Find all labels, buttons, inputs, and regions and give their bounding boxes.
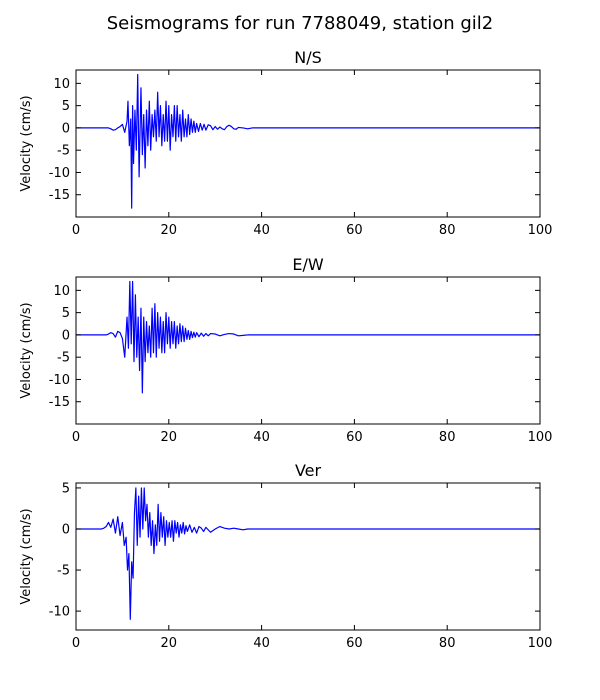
x-tick-label: 100 — [528, 223, 553, 238]
y-tick-label: 0 — [62, 522, 70, 537]
panel-title: E/W — [292, 255, 324, 274]
y-tick-label: 5 — [62, 99, 70, 114]
y-tick-label: 0 — [62, 328, 70, 343]
x-tick-label: 40 — [253, 430, 270, 445]
panel-2: 0 20 40 60 80 100 -15 -10 -5 0 5 10 E/W Velocity (cm/… — [19, 255, 552, 445]
x-tick-label: 0 — [72, 636, 80, 651]
y-tick-label: -15 — [49, 188, 70, 203]
y-tick-label: 0 — [62, 121, 70, 136]
x-tick-label: 0 — [72, 430, 80, 445]
panel-1: 0 20 40 60 80 100 -15 -10 -5 0 5 10 N/S Velocity (cm/… — [19, 48, 552, 238]
seismogram-trace-3-1 — [76, 487, 540, 620]
seismogram-trace-1-1 — [76, 73, 540, 209]
x-tick-label: 80 — [439, 223, 456, 238]
y-tick-label: -10 — [49, 605, 70, 620]
y-axis-label: Velocity (cm/s) — [19, 95, 34, 191]
axes-frame — [75, 69, 541, 218]
figure-title: Seismograms for run 7788049, station gil… — [107, 13, 493, 34]
y-tick-label: -15 — [49, 395, 70, 410]
y-tick-label: -5 — [57, 144, 70, 159]
y-tick-label: 5 — [62, 481, 70, 496]
x-tick-label: 40 — [253, 636, 270, 651]
x-tick-label: 40 — [253, 223, 270, 238]
y-tick-label: -5 — [57, 351, 70, 366]
x-tick-label: 20 — [161, 636, 178, 651]
x-tick-label: 100 — [528, 636, 553, 651]
y-tick-label: -5 — [57, 564, 70, 579]
y-axis-label: Velocity (cm/s) — [19, 302, 34, 398]
axes-frame — [75, 276, 541, 425]
y-tick-label: 5 — [62, 306, 70, 321]
x-tick-label: 60 — [346, 636, 363, 651]
y-tick-label: 10 — [53, 77, 70, 92]
x-tick-label: 20 — [161, 223, 178, 238]
x-tick-label: 80 — [439, 430, 456, 445]
axes-frame — [75, 482, 541, 631]
y-tick-label: -10 — [49, 373, 70, 388]
panel-title: Ver — [295, 461, 322, 480]
x-tick-label: 60 — [346, 223, 363, 238]
x-tick-label: 20 — [161, 430, 178, 445]
panel-title: N/S — [294, 48, 322, 67]
panel-3: 0 20 40 60 80 100 -10 -5 0 5 Ver Velocity (cm/s) — [19, 461, 552, 651]
seismogram-trace-2-1 — [76, 280, 540, 394]
y-axis-label: Velocity (cm/s) — [19, 508, 34, 604]
x-tick-label: 80 — [439, 636, 456, 651]
x-tick-label: 0 — [72, 223, 80, 238]
x-tick-label: 100 — [528, 430, 553, 445]
y-tick-label: -10 — [49, 166, 70, 181]
x-tick-label: 60 — [346, 430, 363, 445]
y-tick-label: 10 — [53, 284, 70, 299]
